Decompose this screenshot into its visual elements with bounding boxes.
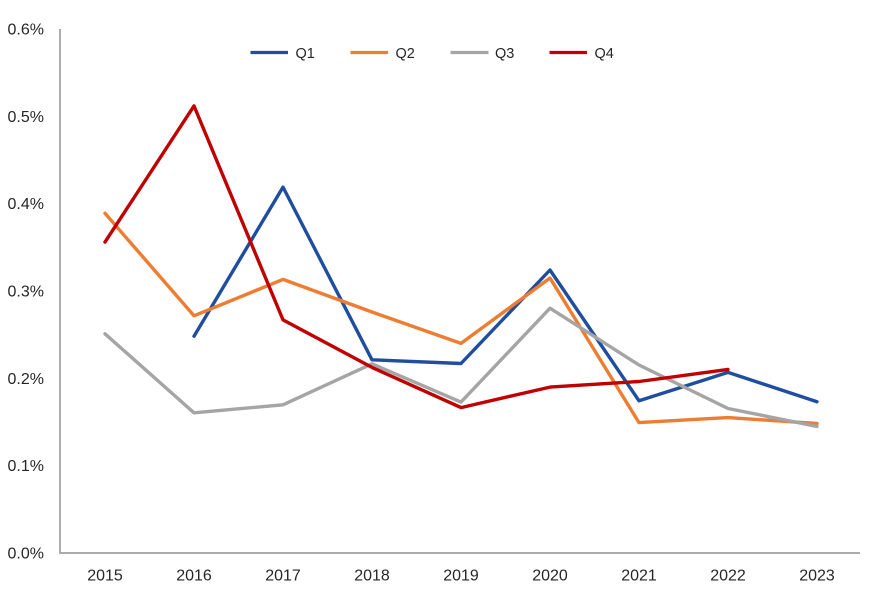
- svg-text:0.2%: 0.2%: [8, 371, 44, 388]
- svg-text:0.1%: 0.1%: [8, 458, 44, 475]
- svg-text:Q1: Q1: [296, 46, 315, 62]
- svg-text:Q4: Q4: [595, 46, 614, 62]
- svg-text:Q3: Q3: [495, 46, 514, 62]
- svg-text:2022: 2022: [710, 568, 746, 585]
- svg-text:0.0%: 0.0%: [8, 546, 44, 563]
- svg-text:2018: 2018: [354, 568, 390, 585]
- svg-text:2019: 2019: [443, 568, 479, 585]
- svg-text:2021: 2021: [621, 568, 657, 585]
- svg-text:2016: 2016: [176, 568, 212, 585]
- svg-text:2023: 2023: [799, 568, 835, 585]
- svg-text:0.5%: 0.5%: [8, 109, 44, 126]
- svg-text:0.4%: 0.4%: [8, 196, 44, 213]
- svg-text:0.3%: 0.3%: [8, 284, 44, 301]
- svg-text:2015: 2015: [87, 568, 123, 585]
- svg-text:Q2: Q2: [396, 46, 415, 62]
- svg-text:2017: 2017: [265, 568, 301, 585]
- svg-text:0.6%: 0.6%: [8, 22, 44, 39]
- svg-text:2020: 2020: [532, 568, 568, 585]
